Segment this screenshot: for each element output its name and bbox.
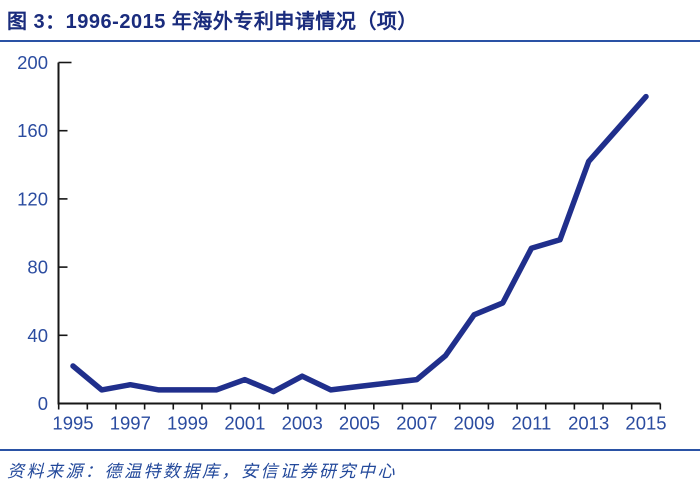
x-tick-label: 1995 (52, 413, 93, 434)
x-tick-label: 2013 (568, 413, 609, 434)
y-tick-labels: 0 40 80 120 160 200 (17, 52, 48, 414)
y-tick-label: 160 (17, 120, 48, 141)
x-tick-label: 2011 (512, 413, 552, 434)
x-tick-label: 1997 (110, 413, 151, 434)
x-tick-label: 2001 (224, 413, 265, 434)
line-chart: 0 40 80 120 160 200 1995 1997 1999 2001 2003 2005 20… (17, 52, 666, 434)
footer-divider (0, 449, 700, 451)
title-divider (0, 40, 700, 42)
figure-title: 图 3：1996-2015 年海外专利申请情况（项） (7, 11, 418, 33)
x-tick-labels: 1995 1997 1999 2001 2003 2005 2007 2009 2011 2013… (52, 413, 666, 434)
x-tick-label: 2009 (454, 413, 495, 434)
y-tick-label: 200 (17, 52, 48, 73)
trend-line (70, 93, 649, 395)
x-tick-label: 2003 (282, 413, 323, 434)
x-tick-label: 2005 (339, 413, 380, 434)
y-tick-label: 120 (17, 188, 48, 209)
x-tick-label: 1999 (167, 413, 208, 434)
source-note: 资料来源：德温特数据库，安信证券研究中心 (7, 462, 397, 481)
axis-ticks (57, 61, 662, 410)
y-tick-label: 80 (27, 257, 48, 278)
x-tick-label: 2007 (396, 413, 437, 434)
x-tick-label: 2015 (625, 413, 666, 434)
y-tick-label: 0 (38, 393, 48, 414)
y-tick-label: 40 (27, 325, 48, 346)
axes (57, 62, 661, 405)
